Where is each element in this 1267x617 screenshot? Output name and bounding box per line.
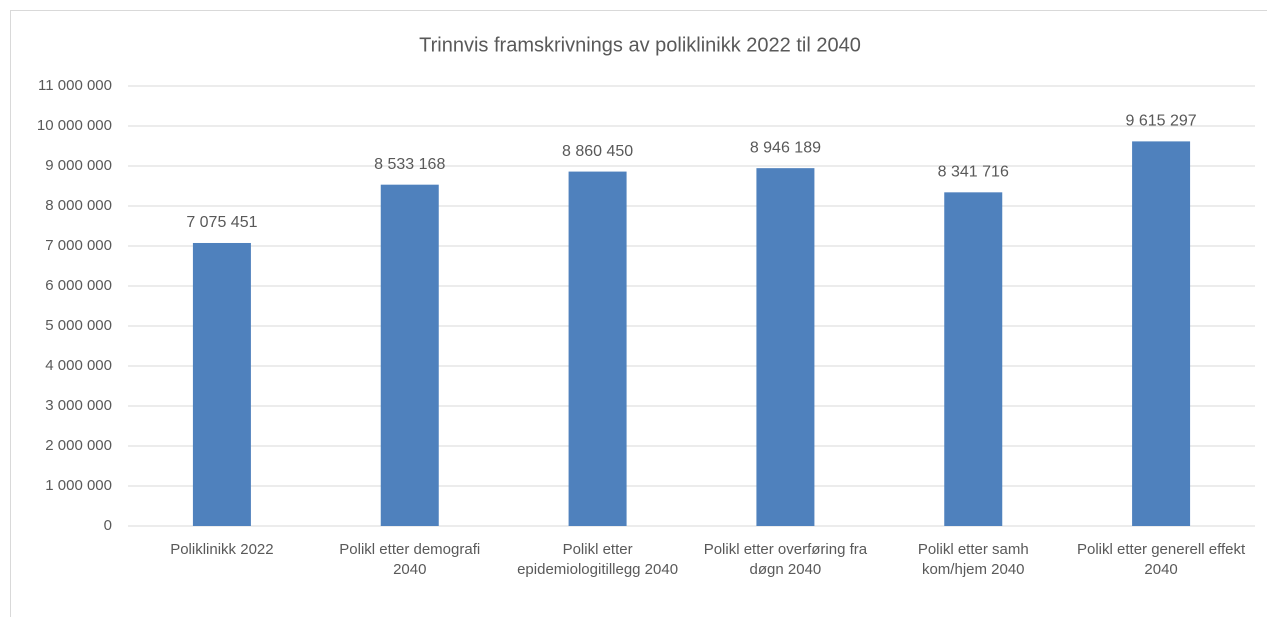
data-label: 8 860 450	[562, 143, 633, 160]
data-label: 9 615 297	[1125, 113, 1196, 130]
x-tick-label: Polikl etter epidemiologitillegg 2040	[517, 541, 679, 578]
data-label: 7 075 451	[186, 214, 257, 231]
x-tick-label: Poliklinikk 2022	[170, 541, 274, 558]
y-tick-label: 8 000 000	[45, 197, 112, 214]
bar	[380, 184, 439, 526]
y-tick-label: 2 000 000	[45, 437, 112, 454]
bar	[192, 242, 251, 526]
y-tick-label: 11 000 000	[38, 77, 112, 94]
y-tick-label: 4 000 000	[45, 357, 112, 374]
y-tick-label: 1 000 000	[45, 477, 112, 494]
y-tick-label: 5 000 000	[45, 317, 112, 334]
x-tick-label: Polikl etter demografi 2040	[339, 541, 481, 578]
data-label: 8 946 189	[750, 139, 821, 156]
y-tick-label: 0	[104, 517, 112, 534]
y-tick-label: 9 000 000	[45, 157, 112, 174]
bar	[756, 168, 815, 526]
y-tick-label: 6 000 000	[45, 277, 112, 294]
y-tick-label: 3 000 000	[45, 397, 112, 414]
chart-title: Trinnvis framskrivnings av poliklinikk 2…	[419, 34, 861, 56]
data-label: 8 533 168	[374, 156, 445, 173]
bar	[1132, 141, 1191, 526]
x-tick-label: Polikl etter overføring fra døgn 2040	[703, 541, 868, 578]
y-tick-label: 7 000 000	[45, 237, 112, 254]
y-tick-label: 10 000 000	[37, 117, 112, 134]
x-tick-label: Polikl etter samh kom/hjem 2040	[917, 541, 1029, 578]
chart-border	[10, 10, 1267, 617]
x-tick-label: Polikl etter generell effekt 2040	[1077, 541, 1246, 578]
bar	[568, 171, 627, 526]
data-label: 8 341 716	[938, 164, 1009, 181]
bar	[944, 192, 1003, 526]
